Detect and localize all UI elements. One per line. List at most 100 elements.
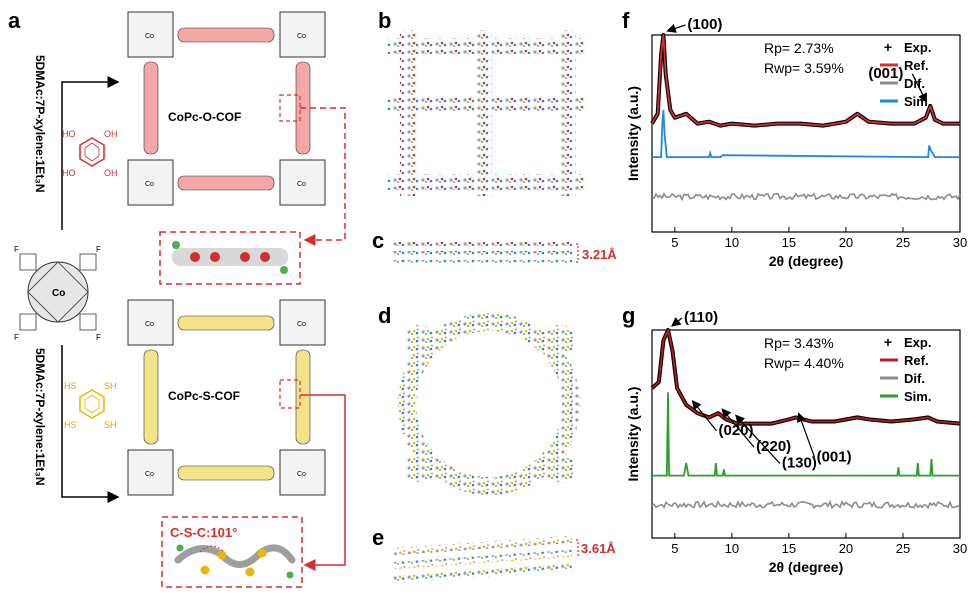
series-ref-line — [651, 34, 960, 127]
label-hs-top: HS — [64, 381, 77, 391]
stacked-layer — [392, 242, 572, 246]
peak-label: (001) — [868, 65, 903, 82]
x-tick-label: 5 — [671, 235, 678, 250]
interlayer-spacing-o: 3.21Å — [582, 247, 617, 262]
x-axis-label: 2θ (degree) — [769, 253, 843, 269]
label-sh-top: SH — [104, 381, 117, 391]
x-tick-label: 30 — [953, 541, 967, 556]
cof-s-label: CoPc-S-COF — [168, 389, 240, 403]
stacked-layer — [392, 260, 572, 264]
peak-arrow — [796, 412, 816, 458]
stacked-layer — [392, 251, 572, 255]
highlight-box-o — [279, 94, 301, 122]
x-tick-label: 20 — [839, 235, 853, 250]
legend-marker-exp: + — [884, 334, 892, 350]
plot-frame — [651, 329, 961, 539]
fit-statistic: Rp= 2.73% — [764, 40, 834, 56]
reaction-arrow-bottom — [61, 345, 120, 503]
label-co: Co — [297, 33, 306, 40]
x-axis-label: 2θ (degree) — [769, 559, 843, 575]
panel-label-d: d — [378, 303, 391, 328]
label-ho-top: HO — [62, 129, 76, 139]
panel-label-b: b — [378, 8, 391, 33]
series-sim-line — [652, 109, 960, 159]
cof-s-schematic: Co Co Co Co CoPc-S-COF — [127, 299, 346, 571]
label-co: Co — [145, 321, 154, 328]
x-tick-label: 15 — [782, 235, 796, 250]
peak-label: (130) — [782, 454, 817, 471]
peak-label: (100) — [687, 16, 722, 33]
series-sim-line — [652, 392, 960, 477]
label-f: F — [96, 333, 101, 342]
peak-arrow — [911, 73, 927, 103]
framework-bar — [560, 30, 576, 196]
o-linkage-inset — [159, 231, 301, 285]
label-co: Co — [145, 471, 154, 478]
legend-label: Exp. — [904, 335, 931, 350]
label-co: Co — [297, 181, 306, 188]
legend-label: Ref. — [904, 58, 929, 73]
linker-oh-molecule: HO OH HO OH — [62, 129, 118, 178]
cof-o-label: CoPc-O-COF — [168, 110, 241, 124]
panel-label-a: a — [8, 8, 21, 33]
angle-label: C-S-C:101° — [170, 525, 237, 540]
peak-arrow — [735, 414, 781, 464]
panel-label-c: c — [372, 228, 384, 253]
peak-label: (110) — [684, 309, 718, 326]
chart-g: g 5 10 15 20 25 30 2θ (degree) Intensity (a.u.)… — [622, 303, 967, 575]
zoom-arrow-s — [300, 394, 346, 571]
panel-d: d — [378, 303, 580, 495]
highlight-box-s — [279, 379, 301, 409]
label-co: Co — [297, 471, 306, 478]
legend-label: Dif. — [904, 371, 925, 386]
legend-label: Sim. — [904, 389, 931, 404]
x-tick-label: 5 — [671, 541, 678, 556]
label-co: Co — [145, 33, 154, 40]
zoom-arrow-o — [300, 107, 346, 246]
cof-o-schematic: Co Co Co Co CoPc-O-COF — [127, 11, 346, 246]
peak-arrow — [671, 317, 683, 327]
y-axis-label: Intensity (a.u.) — [625, 86, 641, 181]
interlayer-spacing-s: 3.61Å — [581, 541, 616, 556]
stacked-layer — [392, 563, 573, 584]
label-oh-top: OH — [104, 129, 118, 139]
x-tick-label: 30 — [953, 235, 967, 250]
series-dif-line — [651, 192, 961, 202]
legend-label: Dif. — [904, 76, 925, 91]
fit-statistic: Rp= 3.43% — [764, 335, 834, 351]
panel-b: b — [378, 8, 584, 196]
x-tick-label: 20 — [839, 541, 853, 556]
s-linkage-inset: C-S-C:101° — [161, 516, 303, 588]
peak-label: (020) — [719, 422, 754, 439]
peak-arrow — [691, 399, 717, 432]
framework-bar — [400, 30, 416, 196]
legend-label: Ref. — [904, 353, 929, 368]
legend-label: Sim. — [904, 94, 931, 109]
y-axis-label: Intensity (a.u.) — [625, 387, 641, 482]
panel-e: e 3.61Å — [372, 525, 616, 584]
stacked-layer — [392, 535, 573, 556]
condition-label-top: 5DMAc:7P-xylene:1Et₃N — [33, 55, 47, 193]
fit-statistic: Rwp= 3.59% — [764, 60, 844, 76]
legend-marker-exp: + — [884, 39, 892, 55]
linker-sh-molecule: HS SH HS SH — [64, 381, 117, 430]
label-co: Co — [145, 181, 154, 188]
peak-label: (001) — [817, 448, 852, 465]
series-dif-line — [651, 499, 961, 510]
label-sh-bottom: SH — [104, 420, 117, 430]
label-f: F — [14, 333, 19, 342]
panel-label-e: e — [372, 525, 384, 550]
label-co: Co — [52, 288, 65, 299]
fit-statistic: Rwp= 4.40% — [764, 355, 844, 371]
x-tick-label: 10 — [725, 541, 739, 556]
reaction-arrow-top — [61, 76, 120, 230]
framework-bar — [476, 30, 492, 196]
label-hs-bottom: HS — [64, 420, 77, 430]
peak-label: (220) — [756, 438, 791, 455]
peak-arrow — [721, 408, 755, 448]
stacked-layer — [392, 549, 573, 570]
series-ref-line — [651, 329, 961, 425]
pore-ring — [398, 313, 580, 495]
condition-label-bottom: 5DMAc:7P-xylene:1Et₃N — [33, 348, 47, 486]
